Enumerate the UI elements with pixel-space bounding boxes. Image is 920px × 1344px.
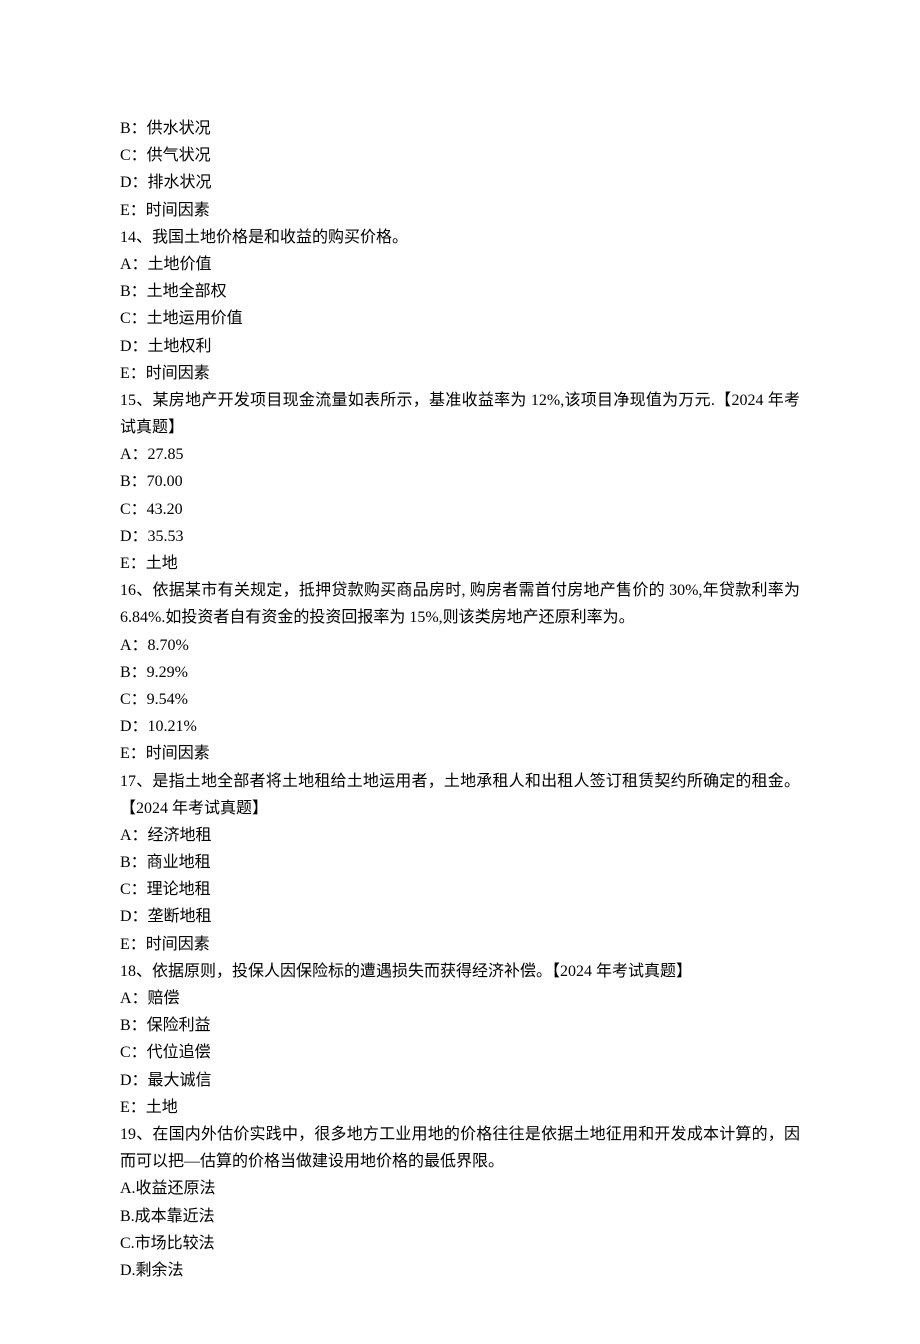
question-15: 15、某房地产开发项目现金流量如表所示，基准收益率为 12%,该项目净现值为万元… (120, 387, 800, 441)
question-17: 17、是指土地全部者将土地租给土地运用者，土地承租人和出租人签订租赁契约所确定的… (120, 768, 800, 822)
option-b-q13: B：供水状况 (120, 115, 800, 142)
option-a-q17: A：经济地租 (120, 822, 800, 849)
question-16: 16、依据某市有关规定，抵押贷款购买商品房时, 购房者需首付房地产售价的 30%… (120, 577, 800, 631)
question-18: 18、依据原则，投保人因保险标的遭遇损失而获得经济补偿。【2024 年考试真题】 (120, 958, 800, 985)
option-d-q19: D.剩余法 (120, 1257, 800, 1284)
option-c-q16: C：9.54% (120, 686, 800, 713)
option-d-q14: D：土地权利 (120, 333, 800, 360)
option-a-q18: A：赔偿 (120, 985, 800, 1012)
option-c-q17: C：理论地租 (120, 876, 800, 903)
option-e-q17: E：时间因素 (120, 931, 800, 958)
option-d-q16: D：10.21% (120, 713, 800, 740)
option-b-q14: B：土地全部权 (120, 278, 800, 305)
option-d-q18: D：最大诚信 (120, 1067, 800, 1094)
option-e-q14: E：时间因素 (120, 360, 800, 387)
option-a-q15: A：27.85 (120, 441, 800, 468)
question-14: 14、我国土地价格是和收益的购买价格。 (120, 224, 800, 251)
option-a-q16: A：8.70% (120, 632, 800, 659)
option-a-q14: A：土地价值 (120, 251, 800, 278)
option-c-q13: C：供气状况 (120, 142, 800, 169)
option-b-q17: B：商业地租 (120, 849, 800, 876)
option-e-q13: E：时间因素 (120, 197, 800, 224)
option-e-q18: E：土地 (120, 1094, 800, 1121)
option-c-q15: C：43.20 (120, 496, 800, 523)
option-b-q18: B：保险利益 (120, 1012, 800, 1039)
option-b-q15: B：70.00 (120, 468, 800, 495)
option-d-q15: D：35.53 (120, 523, 800, 550)
option-b-q16: B：9.29% (120, 659, 800, 686)
option-d-q17: D：垄断地租 (120, 903, 800, 930)
option-e-q16: E：时间因素 (120, 740, 800, 767)
option-e-q15: E：土地 (120, 550, 800, 577)
option-c-q14: C：土地运用价值 (120, 305, 800, 332)
option-c-q18: C：代位追偿 (120, 1039, 800, 1066)
question-19: 19、在国内外估价实践中，很多地方工业用地的价格往往是依据土地征用和开发成本计算… (120, 1121, 800, 1175)
option-d-q13: D：排水状况 (120, 169, 800, 196)
option-a-q19: A.收益还原法 (120, 1175, 800, 1202)
option-b-q19: B.成本靠近法 (120, 1203, 800, 1230)
option-c-q19: C.市场比较法 (120, 1230, 800, 1257)
